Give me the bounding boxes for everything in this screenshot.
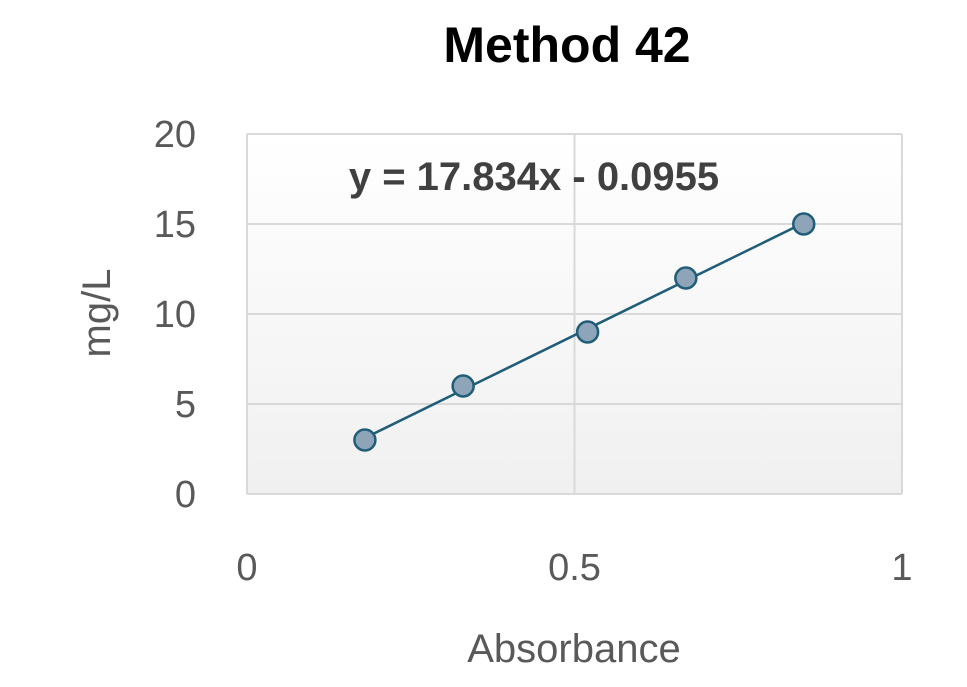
y-tick-label: 0 <box>175 474 196 516</box>
gridlines <box>246 133 903 495</box>
data-point <box>353 428 377 452</box>
x-tick-label: 0.5 <box>548 547 601 589</box>
data-point <box>792 212 816 236</box>
x-tick-label: 1 <box>891 547 912 589</box>
trendline-equation: y = 17.834x - 0.0955 <box>349 155 719 199</box>
data-point <box>674 266 698 290</box>
x-tick-label: 0 <box>236 547 257 589</box>
chart-title: Method 42 <box>443 17 690 73</box>
y-tick-label: 20 <box>154 114 196 156</box>
y-tick-label: 5 <box>175 384 196 426</box>
x-axis-label: Absorbance <box>467 627 680 671</box>
y-tick-label: 15 <box>154 204 196 246</box>
y-tick-label: 10 <box>154 294 196 336</box>
tick-labels: 0 5 10 15 20 0 0.5 1 <box>154 114 913 589</box>
y-axis-label: mg/L <box>75 269 119 358</box>
data-point <box>575 320 600 344</box>
data-point <box>451 374 475 398</box>
data-points <box>353 212 816 452</box>
